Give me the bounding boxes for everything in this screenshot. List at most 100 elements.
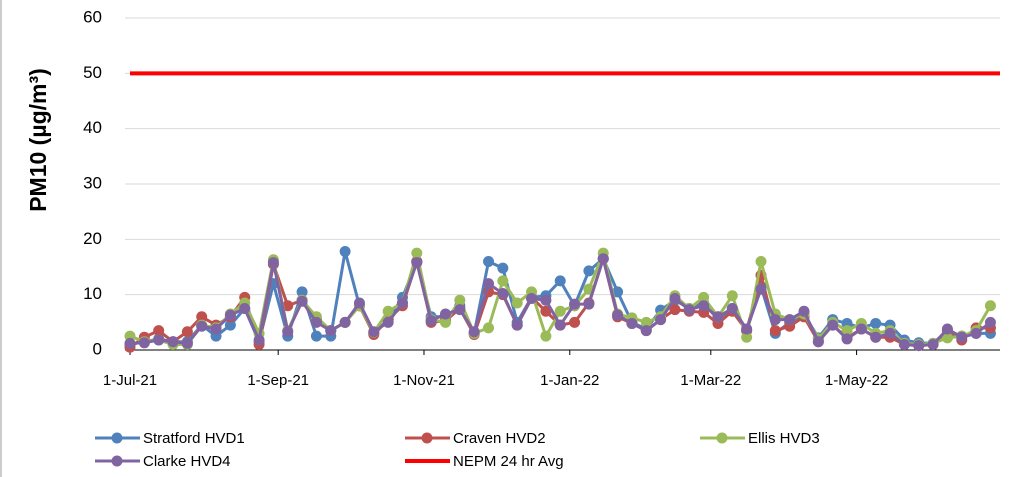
data-point (167, 336, 179, 348)
data-point (382, 316, 394, 328)
data-point (310, 330, 322, 342)
data-point (483, 278, 495, 290)
data-point (153, 325, 165, 337)
y-tick-label: 0 (93, 339, 102, 358)
data-point (282, 326, 294, 338)
data-point (913, 340, 925, 352)
data-point (698, 291, 710, 303)
data-point (282, 300, 294, 312)
data-point (640, 325, 652, 337)
data-point (267, 257, 279, 269)
data-point (884, 327, 896, 339)
x-tick-label: 1-Nov-21 (393, 372, 455, 389)
legend-label: Ellis HVD3 (748, 430, 820, 447)
data-point (741, 323, 753, 335)
data-point (741, 331, 753, 343)
data-point (339, 316, 351, 328)
data-point (612, 286, 624, 298)
data-point (712, 311, 724, 323)
data-point (984, 300, 996, 312)
data-point (927, 338, 939, 350)
data-point (554, 305, 566, 317)
data-point (640, 316, 652, 328)
data-point (726, 303, 738, 314)
data-point (296, 286, 308, 298)
data-point (784, 314, 796, 326)
x-tick-label: 1-May-22 (825, 372, 888, 389)
data-point (368, 326, 380, 338)
data-point (855, 323, 867, 335)
data-point (411, 247, 423, 259)
legend-marker (111, 432, 123, 444)
data-point (454, 304, 466, 316)
y-tick-label: 50 (83, 63, 102, 82)
data-point (124, 337, 136, 349)
data-point (310, 316, 322, 328)
data-point (755, 255, 767, 267)
data-point (483, 255, 495, 267)
x-tick-label: 1-Jan-22 (540, 372, 599, 389)
data-point (339, 246, 351, 258)
data-point (597, 253, 609, 265)
data-point (196, 311, 208, 323)
data-point (769, 325, 781, 337)
data-point (655, 314, 667, 326)
data-point (353, 297, 365, 309)
data-point (210, 323, 222, 335)
legend-marker (716, 432, 728, 444)
data-point (683, 304, 695, 316)
data-point (583, 298, 595, 310)
y-tick-label: 20 (83, 229, 102, 248)
data-point (755, 283, 767, 295)
data-point (253, 334, 265, 346)
data-point (841, 333, 853, 345)
data-point (941, 332, 953, 344)
data-point (239, 303, 251, 314)
x-tick-label: 1-Sep-21 (247, 372, 309, 389)
data-point (138, 337, 150, 349)
data-point (769, 314, 781, 326)
data-point (698, 300, 710, 312)
data-point (382, 305, 394, 317)
y-tick-label: 10 (83, 284, 102, 303)
data-point (898, 338, 910, 350)
data-point (483, 322, 495, 334)
data-point (153, 334, 165, 346)
data-point (569, 298, 581, 310)
data-point (497, 275, 509, 287)
y-tick-label: 40 (83, 118, 102, 137)
data-point (439, 308, 451, 320)
data-point (497, 262, 509, 274)
data-point (511, 319, 523, 331)
data-point (626, 317, 638, 329)
legend-label: NEPM 24 hr Avg (453, 453, 564, 470)
data-point (583, 265, 595, 277)
data-point (439, 316, 451, 328)
legend-label: Clarke HVD4 (143, 453, 231, 470)
data-point (396, 297, 408, 309)
data-point (196, 320, 208, 332)
data-point (554, 319, 566, 331)
data-point (296, 295, 308, 307)
data-point (554, 275, 566, 287)
data-point (669, 304, 681, 316)
data-point (984, 316, 996, 328)
data-point (181, 326, 193, 338)
data-point (870, 317, 882, 329)
data-point (181, 337, 193, 349)
data-point (569, 316, 581, 328)
data-point (669, 293, 681, 305)
legend-marker (111, 455, 123, 467)
data-point (970, 327, 982, 339)
data-point (425, 315, 437, 327)
data-point (941, 323, 953, 335)
data-point (726, 290, 738, 302)
data-point (325, 325, 337, 337)
data-point (798, 305, 810, 317)
data-point (870, 331, 882, 343)
y-tick-label: 60 (83, 7, 102, 26)
data-point (224, 319, 236, 331)
data-point (612, 309, 624, 321)
data-point (812, 336, 824, 348)
